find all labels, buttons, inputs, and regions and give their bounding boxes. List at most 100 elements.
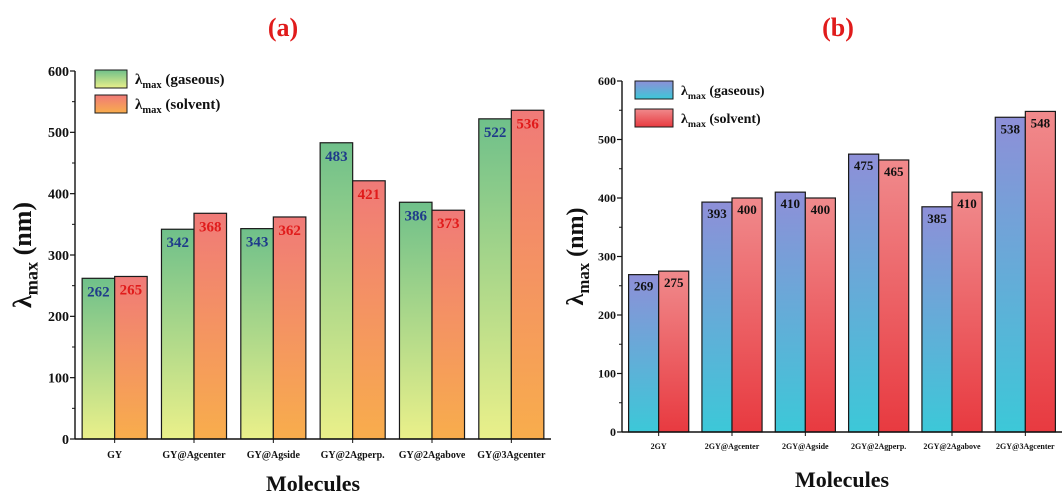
x-tick-label-4: 2GY@2Agabove [923,442,981,451]
legend-label-sub: max [142,80,162,91]
data-label-solvent-4: 410 [957,196,977,211]
y-axis-title-rest: (nm) [8,202,37,262]
y-axis-title-sub: max [22,262,42,295]
x-tick-label-5: GY@3Agcenter [477,450,546,461]
bar-solvent-2 [272,216,307,440]
data-label-solvent-0: 265 [120,282,143,298]
data-label-solvent-3: 465 [884,164,904,179]
bar-gaseous-5 [478,118,512,440]
data-label-gaseous-3: 475 [854,158,874,173]
bar-gaseous-4 [398,201,433,440]
bar-solvent-0 [114,275,148,440]
bar-solvent-4 [431,209,466,440]
legend-swatch-gaseous [634,80,674,100]
x-tick-label-3: GY@2Agperp. [321,450,386,461]
data-label-solvent-4: 373 [437,216,460,232]
bar-gaseous-3 [847,153,880,433]
y-tick-label-2: 200 [48,310,69,325]
y-tick-label-0: 0 [62,433,69,448]
legend-label-gaseous: λmax (gaseous) [135,72,225,91]
data-label-gaseous-0: 262 [87,284,110,300]
data-label-gaseous-2: 410 [781,196,801,211]
legend-label-rest: (gaseous) [162,72,225,88]
y-tick-label-5: 500 [48,126,69,141]
y-tick-label-2: 200 [598,308,616,322]
bar-solvent-3 [878,159,910,433]
data-label-solvent-0: 275 [664,275,684,290]
x-axis-title: Molecules [795,467,890,492]
data-label-gaseous-1: 393 [707,206,727,221]
chart-panel-b: (b) 269 275 2GY 393 400 2GY@Agcenter 410 400 2GY@… [563,13,1062,492]
data-label-gaseous-2: 343 [246,235,269,251]
data-label-solvent-2: 362 [278,223,301,239]
bar-solvent-5 [1024,110,1057,433]
bar-gaseous-1 [701,201,733,433]
bar-solvent-2 [804,197,836,433]
legend-swatch-solvent [94,94,128,114]
legend-label-main: λ [681,84,688,99]
panel-label: (a) [268,13,298,42]
data-label-gaseous-5: 522 [484,125,507,141]
bar-gaseous-3 [319,142,354,440]
legend-label-main: λ [135,97,143,113]
y-tick-label-6: 600 [598,74,616,88]
x-tick-label-5: 2GY@3Agcenter [996,442,1055,451]
y-tick-label-3: 300 [598,250,616,264]
bar-solvent-1 [731,197,763,433]
legend-label-sub: max [688,91,706,102]
bar-gaseous-1 [160,228,195,440]
x-tick-label-1: 2GY@Agcenter [705,442,760,451]
legend-label-rest: (gaseous) [706,84,765,99]
legend-label-solvent: λmax (solvent) [135,97,220,116]
bar-gaseous-2 [240,228,274,440]
bar-solvent-1 [193,212,228,440]
y-tick-label-6: 600 [48,65,69,80]
y-axis-title: λmax (nm) [8,202,42,308]
x-tick-label-2: 2GY@Agside [782,442,829,451]
data-label-solvent-3: 421 [358,187,381,203]
legend-label-main: λ [135,72,143,88]
x-tick-label-2: GY@Agside [247,450,301,461]
x-tick-label-3: 2GY@2Agperp. [851,442,906,451]
y-axis-title-rest: (nm) [563,208,589,263]
legend-label-sub: max [688,119,706,130]
y-axis-title: λmax (nm) [563,208,593,306]
y-tick-label-0: 0 [610,425,616,439]
y-tick-label-1: 100 [48,372,69,387]
y-axis-title-sub: max [574,262,593,293]
x-tick-label-0: 2GY [651,442,667,451]
legend-swatch-solvent [634,108,674,128]
data-label-solvent-5: 548 [1031,115,1051,130]
y-tick-label-1: 100 [598,367,616,381]
data-label-gaseous-4: 385 [927,211,947,226]
bar-gaseous-2 [774,191,806,433]
bar-gaseous-5 [994,116,1026,433]
chart-panel-a: (a) 262 265 GY 342 368 GY@Agcenter 343 362 GY@Ags… [8,13,551,496]
y-tick-label-3: 300 [48,249,69,264]
y-tick-label-4: 400 [48,188,69,203]
legend-label-rest: (solvent) [162,97,221,113]
y-tick-label-4: 400 [598,191,616,205]
legend-label-gaseous: λmax (gaseous) [681,84,765,102]
y-axis-title-main: λ [563,293,589,305]
legend-label-sub: max [142,105,162,116]
bar-gaseous-0 [81,277,116,440]
x-axis-title: Molecules [266,471,361,496]
legend-swatch-gaseous [94,69,128,89]
bar-solvent-5 [510,109,545,440]
y-tick-label-5: 500 [598,133,616,147]
data-label-solvent-2: 400 [811,202,831,217]
x-tick-label-0: GY [107,450,123,461]
data-label-solvent-1: 400 [737,202,757,217]
data-label-solvent-1: 368 [199,219,222,235]
data-label-gaseous-4: 386 [404,208,427,224]
bar-solvent-3 [352,180,386,440]
data-label-gaseous-5: 538 [1001,121,1021,136]
x-tick-label-1: GY@Agcenter [162,450,226,461]
bar-solvent-4 [951,191,983,433]
y-axis-title-main: λ [8,295,37,308]
data-label-gaseous-1: 342 [166,235,189,251]
bar-solvent-0 [658,270,690,433]
panel-label: (b) [822,13,854,42]
